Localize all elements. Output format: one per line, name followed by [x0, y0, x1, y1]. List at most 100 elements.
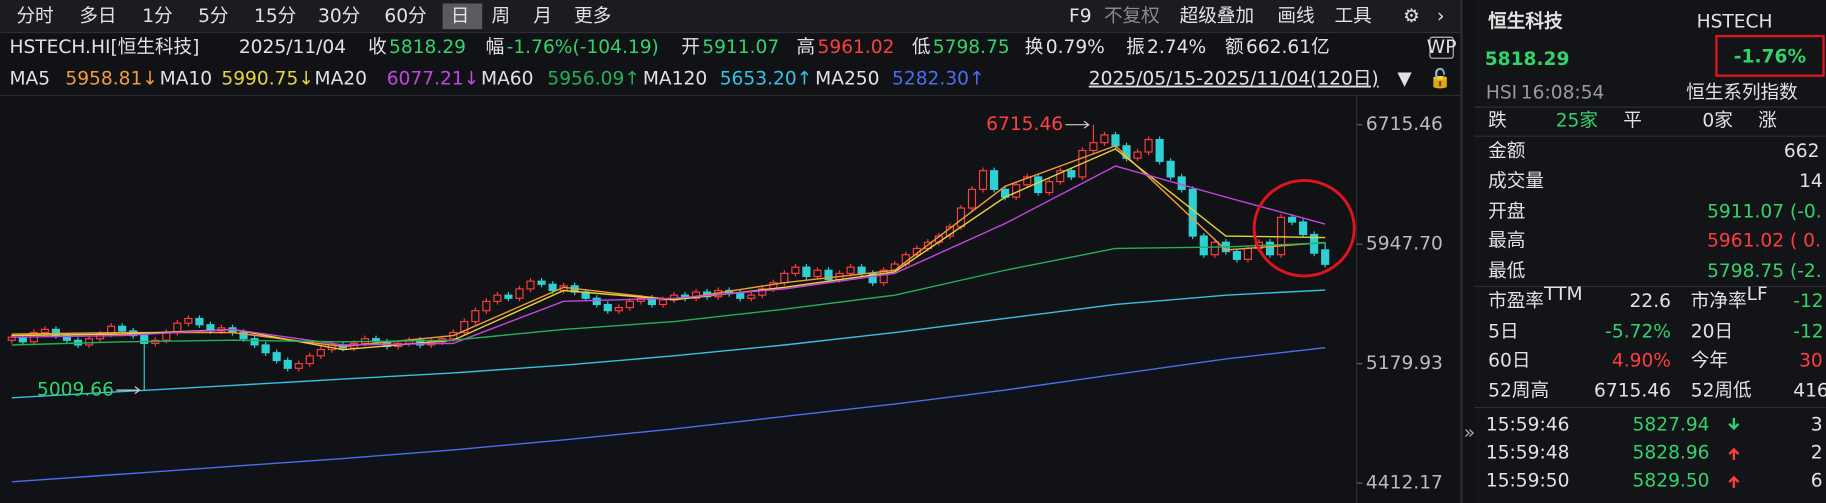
- toolbar: [0, 0, 1462, 33]
- toolbar-buttons: 分时 多日 1分 5分 15分 30分 60分 日 周 月 更多 F9 不复权 超级叠加 画线 工具: [16, 3, 1372, 30]
- candle-body: [140, 335, 149, 344]
- panel-name: 恒生科技: [1488, 11, 1563, 33]
- y-tick-label: 4412.17: [1366, 473, 1443, 494]
- stat-label: 开盘: [1488, 201, 1525, 222]
- tool-button[interactable]: 超级叠加: [1180, 6, 1254, 27]
- expand-button[interactable]: »: [1464, 423, 1475, 444]
- period-button[interactable]: 多日: [79, 6, 116, 27]
- period-button[interactable]: 15分: [254, 6, 296, 27]
- candle-body: [658, 299, 668, 306]
- candle-body: [1023, 176, 1032, 186]
- candle-body: [1111, 134, 1120, 147]
- period-button[interactable]: 更多: [574, 6, 611, 27]
- candle-body: [493, 294, 502, 302]
- lock-icon[interactable]: 🔓: [1429, 68, 1452, 90]
- candle-body: [250, 338, 259, 346]
- settings-icon[interactable]: ⚙: [1403, 6, 1420, 27]
- candle-body: [460, 321, 469, 334]
- candle-body: [1155, 138, 1164, 162]
- change-box: [1715, 34, 1825, 77]
- candle-body: [1100, 134, 1109, 144]
- chart-title: HSTECH.HI[恒生科技]: [9, 37, 199, 58]
- legend-value: 5282.30↑: [892, 69, 985, 90]
- chart-date: 2025/11/04: [239, 37, 346, 58]
- range-label[interactable]: 2025/05/15-2025/11/04(120日): [1089, 69, 1379, 90]
- quote-line: 收 5818.29 幅 -1.76%(-104.19) 开 5911.07 高 5961.02…: [368, 37, 1330, 58]
- legend-name: MA60: [481, 69, 533, 90]
- period-button[interactable]: 30分: [318, 6, 360, 27]
- ratio-sup: LF: [1747, 284, 1768, 305]
- tool-button[interactable]: 不复权: [1104, 6, 1160, 27]
- ratio-value: -12: [1793, 291, 1823, 312]
- return-value: 4.90%: [1612, 350, 1671, 371]
- candle-body: [978, 170, 988, 190]
- trade-price: 5828.96: [1633, 442, 1710, 463]
- candle-body: [1133, 151, 1142, 159]
- ma-legend: MA5 5958.81↓ MA10 5990.75↓ MA20 6077.21↓ MA60 5…: [9, 69, 984, 90]
- candle-body: [1034, 176, 1043, 194]
- quote-label: 额: [1225, 37, 1244, 58]
- quote-label: 低: [912, 37, 931, 58]
- breadth-value: 25家: [1556, 111, 1598, 132]
- up-arrow: [1728, 447, 1740, 460]
- y-tick-label: 5947.70: [1366, 234, 1443, 255]
- breadth-label: 平: [1623, 111, 1642, 132]
- stat-value: 5911.07 (-0.: [1707, 201, 1822, 222]
- return-value: 416: [1793, 381, 1826, 402]
- quote-label: 幅: [486, 37, 505, 58]
- return-value: 30: [1799, 350, 1823, 371]
- quote-value: 5911.07: [702, 37, 779, 58]
- trade-volume: 6: [1811, 470, 1823, 491]
- candle-body: [1287, 216, 1297, 223]
- trade-price: 5827.94: [1633, 414, 1710, 435]
- return-value: -5.72%: [1605, 321, 1671, 342]
- tool-button[interactable]: F9: [1069, 6, 1092, 27]
- ratio-label: 市盈率: [1488, 291, 1544, 312]
- annotation-label: 5009.66: [37, 380, 114, 401]
- down-arrow: [1728, 418, 1740, 431]
- plot: 4412.17 5179.93 5947.70 6715.46 6715.46 5009.…: [7, 114, 1443, 494]
- candle-body: [1177, 176, 1186, 190]
- period-button[interactable]: 分时: [16, 6, 53, 27]
- legend-value: 5956.09↑: [547, 69, 640, 90]
- quote-value: 662.61亿: [1246, 37, 1330, 58]
- candle-body: [1166, 160, 1175, 178]
- candle-body: [625, 300, 634, 309]
- candle-body: [195, 317, 204, 326]
- ma-line: [11, 165, 1326, 346]
- period-button[interactable]: 月: [533, 6, 552, 27]
- wp-icon[interactable]: [1429, 36, 1454, 59]
- panel-price: 5818.29: [1485, 49, 1570, 70]
- period-button[interactable]: 1分: [142, 6, 172, 27]
- candle-body: [272, 352, 281, 362]
- quote-value: 2.74%: [1147, 37, 1206, 58]
- collapse-button[interactable]: ›: [1437, 6, 1444, 27]
- trade-volume: 2: [1811, 442, 1823, 463]
- period-button[interactable]: 60分: [384, 6, 426, 27]
- y-tick-label: 6715.46: [1366, 114, 1443, 135]
- return-label: 52周高: [1488, 381, 1549, 402]
- period-button[interactable]: 周: [492, 6, 511, 27]
- return-label: 5日: [1488, 321, 1518, 342]
- panel-code: HSTECH: [1697, 12, 1773, 33]
- tool-button[interactable]: 工具: [1334, 6, 1371, 27]
- tool-button[interactable]: 画线: [1277, 6, 1314, 27]
- quote-value: 5818.29: [389, 37, 466, 58]
- candle-body: [471, 310, 480, 323]
- stat-label: 成交量: [1488, 171, 1544, 192]
- range-dropdown[interactable]: ▼: [1397, 69, 1412, 90]
- candle-body: [879, 269, 888, 284]
- candle-body: [747, 294, 756, 299]
- period-button[interactable]: 日: [451, 6, 470, 27]
- stat-label: 最低: [1488, 261, 1525, 282]
- quote-value: 5961.02: [818, 37, 895, 58]
- candle-body: [1045, 181, 1054, 194]
- candle-body: [537, 280, 546, 285]
- candle-body: [1210, 241, 1219, 256]
- panel-group[interactable]: 恒生系列指数: [1686, 83, 1798, 104]
- period-button[interactable]: 5分: [198, 6, 228, 27]
- up-arrow: [1728, 475, 1740, 488]
- candle-body: [967, 188, 977, 209]
- return-value: 6715.46: [1594, 381, 1671, 402]
